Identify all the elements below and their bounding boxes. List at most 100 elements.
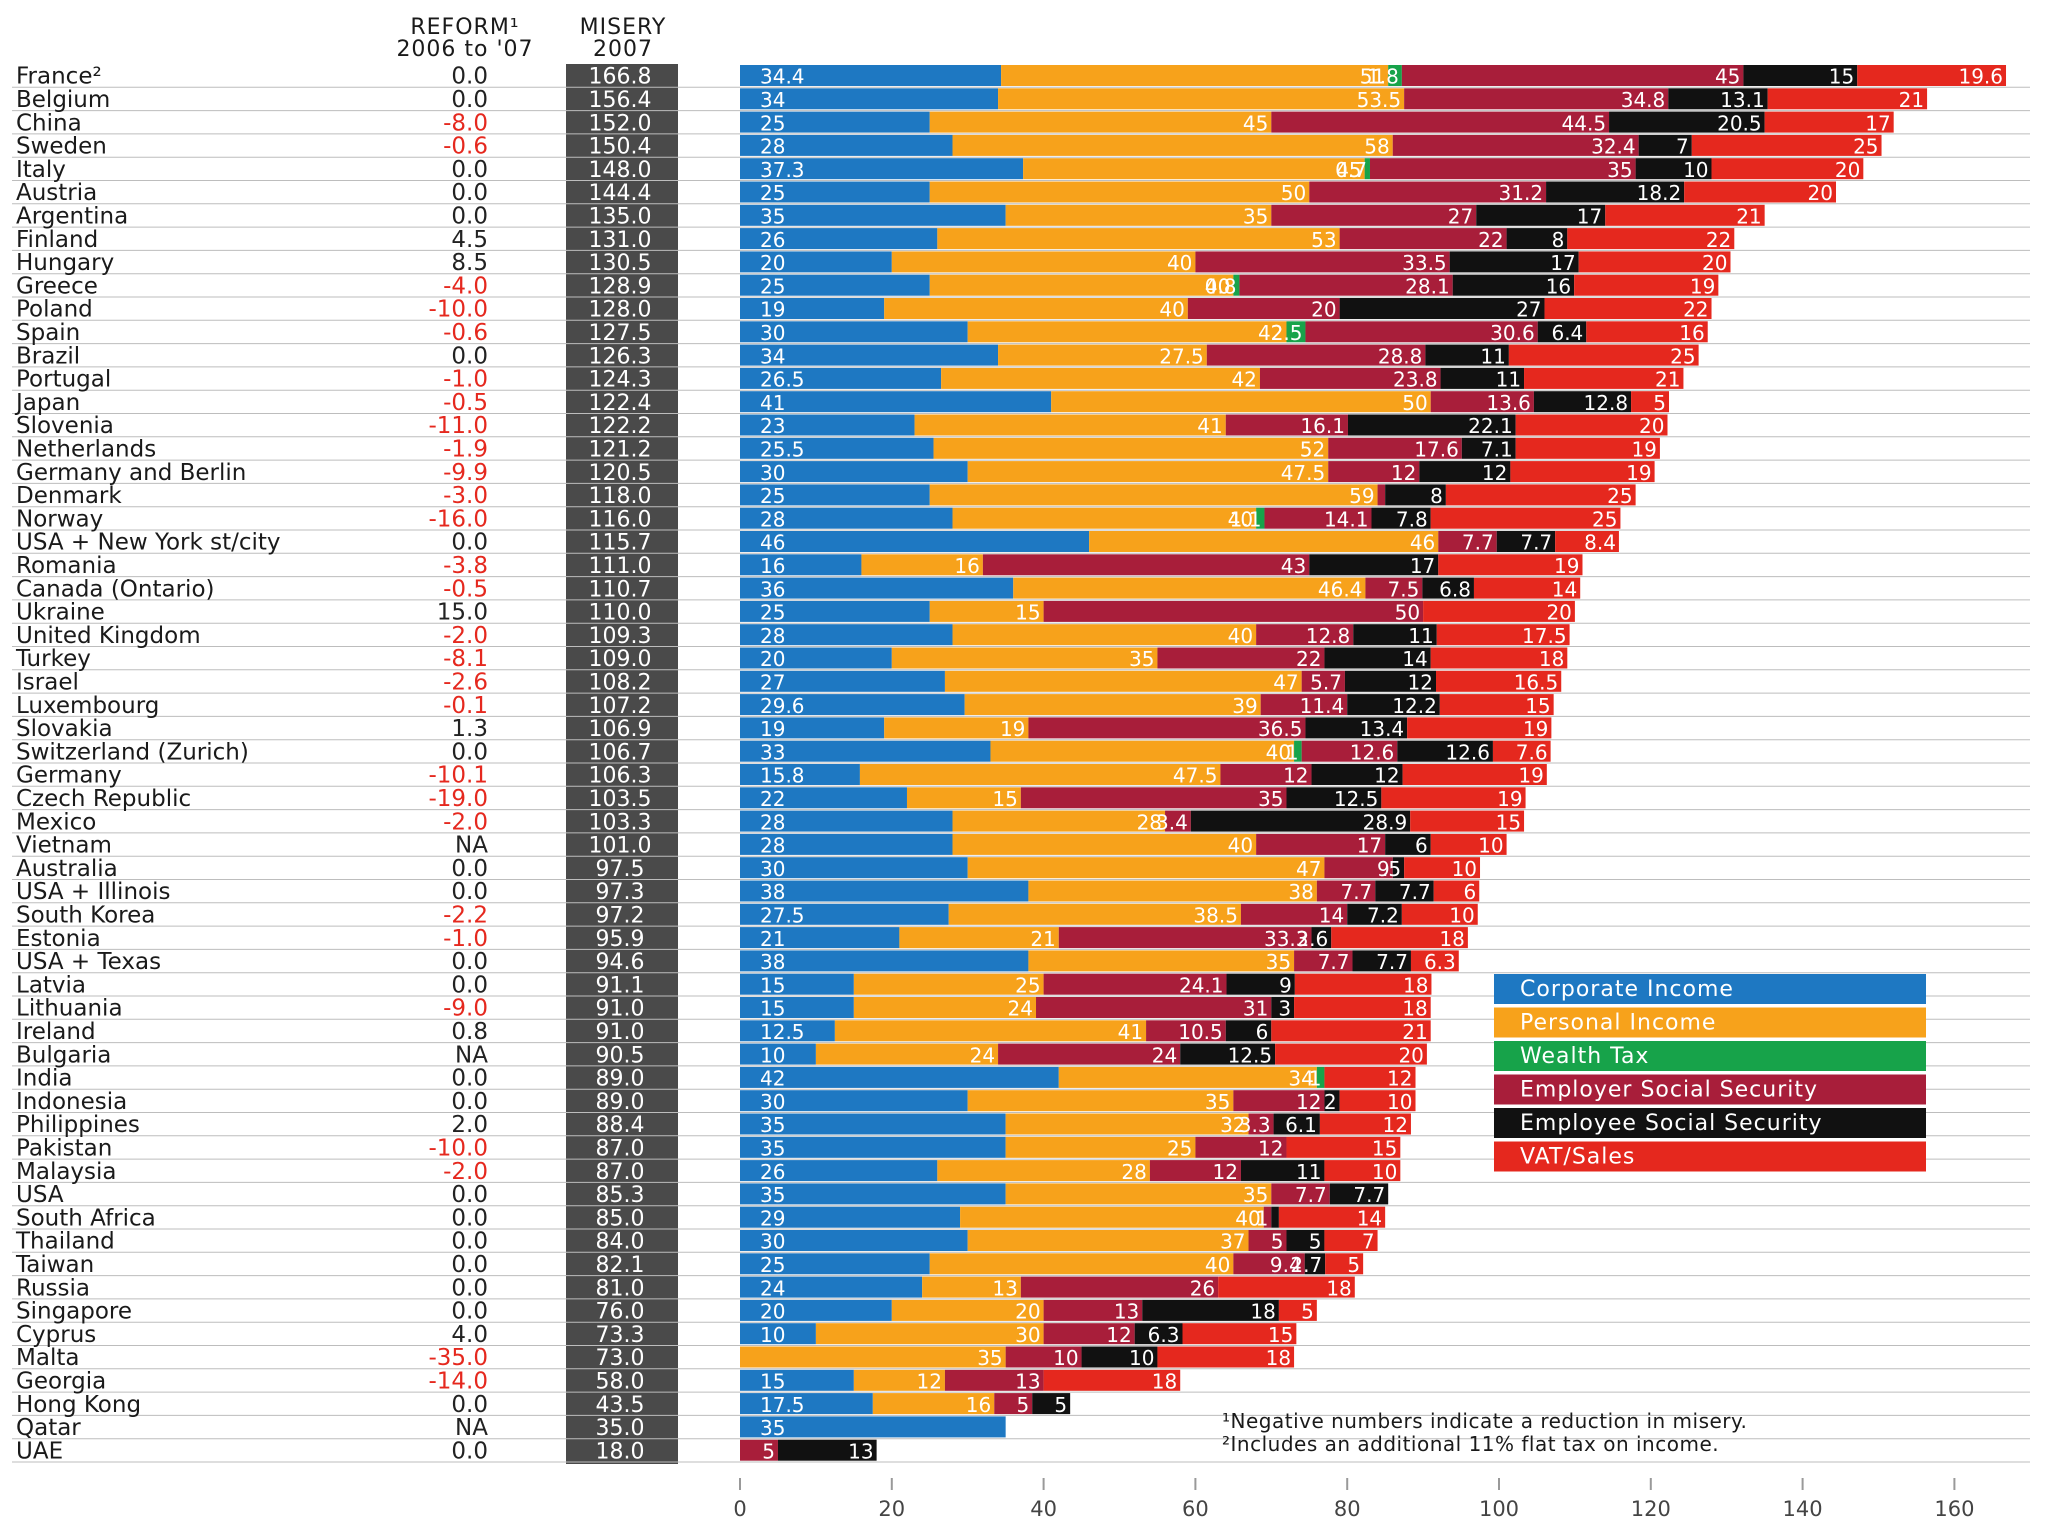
country-label: Russia [16,1275,90,1301]
bar-segment-ee [1425,344,1509,366]
segment-label-pers: 38 [1288,880,1313,904]
country-label: Norway [16,506,103,532]
segment-label-pers: 51 [1360,65,1385,89]
bar-segment-pers [1001,65,1389,86]
country-label: Australia [16,856,118,882]
bar-segment-corp [740,577,1014,599]
segment-label-ee: 6.1 [1285,1113,1317,1137]
segment-label-corp: 22 [760,787,785,811]
segment-label-vat: 14 [1552,577,1577,601]
bar-segment-vat [1515,414,1668,436]
reform-value: 0.0 [451,1182,488,1208]
bar-segment-vat [1574,274,1719,296]
segment-label-ee: 6.8 [1439,577,1471,601]
bar-segment-corp [740,111,930,133]
country-label: South Africa [16,1205,156,1231]
bar-segment-ee [1476,204,1606,226]
bar-segment-emp [944,1369,1044,1391]
country-label: Taiwan [15,1252,94,1278]
country-label: Turkey [15,646,91,672]
bar-segment-corp [740,1183,1006,1205]
misery-value: 109.0 [589,647,652,672]
bar-segment-emp [1260,694,1348,716]
country-label: Malta [16,1345,79,1371]
segment-label-corp: 25 [760,601,785,625]
bar-segment-ee [1305,717,1408,739]
bar-segment-vat [1319,1113,1411,1135]
misery-value: 110.7 [589,577,652,602]
segment-label-ee: 22.1 [1468,414,1513,438]
bar-segment-corp [740,857,968,879]
segment-label-pers: 53.5 [1357,88,1402,112]
bar-segment-pers [891,1299,1044,1321]
segment-label-ee: 6 [1415,834,1428,858]
bar-segment-ee [1546,181,1685,203]
misery-value: 97.5 [596,857,645,882]
bar-segment-vat [1711,158,1864,180]
bar-segment-pers [1051,391,1431,413]
bar-segment-emp [1401,65,1744,86]
reform-value: -2.0 [443,1159,488,1185]
bar-segment-emp [1043,1299,1143,1321]
segment-label-vat: 25 [1607,484,1632,508]
segment-label-corp: 46 [760,531,785,555]
country-label: India [16,1066,72,1092]
segment-label-wealth: 2.5 [1271,321,1303,345]
bar-segment-pers [967,461,1329,483]
segment-label-ee: 17 [1550,251,1575,275]
bar-segment-vat [1524,367,1684,389]
bar-segment-pers [872,1393,995,1415]
segment-label-emp: 7.5 [1388,577,1420,601]
bar-segment-emp [1430,391,1534,413]
bar-segment-emp [1339,228,1507,250]
bar-segment-corp [740,321,968,343]
bar-segment-ee [1419,461,1511,483]
bar-segment-ee [1449,251,1579,273]
misery-value: 166.8 [589,65,652,90]
reform-value: 0.0 [451,203,488,229]
bar-segment-wealth [1256,507,1265,529]
segment-label-ee: 3 [1278,997,1291,1021]
misery-value: 97.3 [596,880,645,905]
country-label: United Kingdom [16,623,201,649]
segment-label-vat: 16.5 [1514,670,1559,694]
segment-label-vat: 15 [1496,810,1521,834]
country-label: USA + Texas [16,949,161,975]
bar-segment-emp [1404,88,1669,110]
segment-label-pers: 35 [1266,950,1291,974]
bar-segment-pers [1005,1136,1196,1158]
reform-value: 0.0 [451,1252,488,1278]
reform-value: 0.0 [451,1205,488,1231]
misery-value: 18.0 [596,1439,645,1464]
segment-label-vat: 12 [1387,1067,1412,1091]
misery-value: 90.5 [596,1043,645,1068]
bar-segment-ee [1240,1160,1325,1182]
segment-label-ee: 12.2 [1392,694,1437,718]
misery-value: 110.0 [589,601,652,626]
segment-label-emp: 10 [1053,1346,1078,1370]
reform-value: 2.0 [451,1112,488,1138]
bar-segment-vat [1684,181,1836,203]
bar-segment-emp [1301,740,1398,762]
country-label: Denmark [16,483,122,509]
reform-value: 4.5 [451,227,488,253]
bar-segment-pers [1005,1113,1249,1135]
bar-segment-corp [740,461,968,483]
segment-label-emp: 1 [1256,1206,1269,1230]
bar-segment-emp [1392,134,1639,156]
reform-value: -2.0 [443,623,488,649]
bar-segment-pers [952,507,1257,529]
bar-segment-pers [929,274,1234,296]
segment-label-pers: 40 [1228,834,1253,858]
bar-segment-emp [998,1043,1181,1065]
segment-label-pers: 53 [1311,228,1336,252]
bar-segment-emp [1005,1346,1082,1368]
bar-segment-emp [1043,1323,1135,1345]
segment-label-pers: 40 [1205,274,1230,298]
bar-segment-vat [1324,1230,1378,1251]
bar-segment-emp [1020,787,1287,809]
segment-label-vat: 20 [1546,601,1571,625]
reform-value: -14.0 [428,1368,488,1394]
country-label: Malaysia [16,1159,117,1185]
misery-value: 89.0 [596,1067,645,1092]
